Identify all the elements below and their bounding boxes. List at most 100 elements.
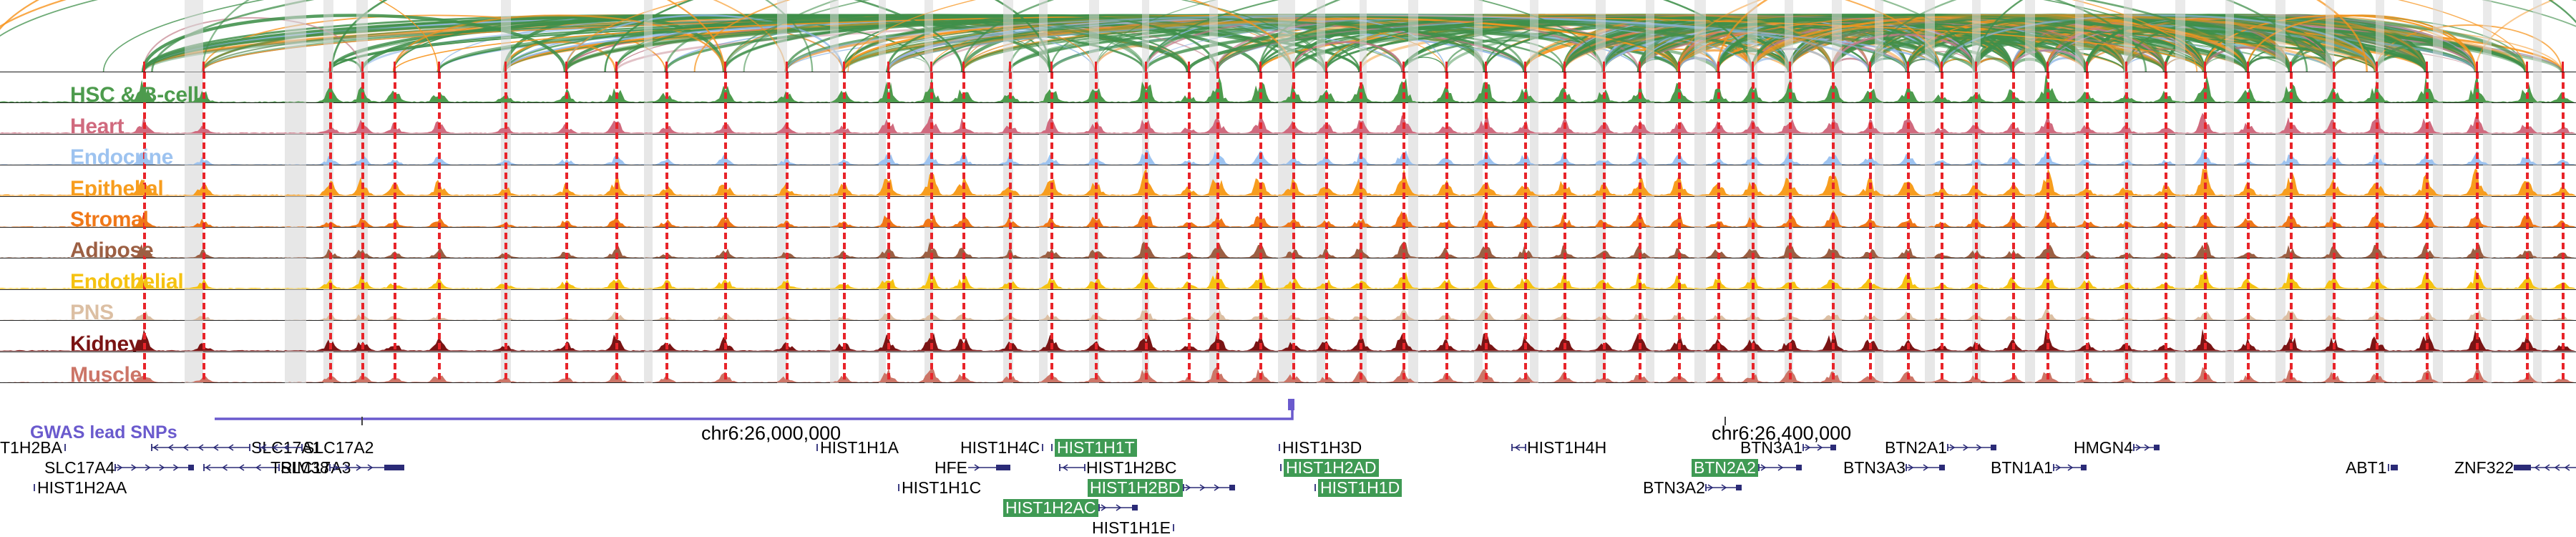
gene-annotation[interactable]: BTN2A2 — [1692, 458, 1802, 477]
signal-track-endocrine[interactable]: Endocrine — [0, 134, 2576, 166]
highlight-band-arc — [356, 0, 368, 72]
highlight-band-arc — [323, 0, 333, 72]
gene-annotation[interactable]: HIST1H3D — [1277, 438, 1362, 457]
highlight-band-arc — [1875, 0, 1883, 72]
snp-marker-tick — [615, 62, 618, 72]
highlight-band-arc — [2433, 0, 2443, 72]
gene-annotation[interactable]: HMGN4 — [2074, 438, 2160, 457]
gene-annotation[interactable]: TRIM38 — [270, 458, 404, 477]
snp-marker-tick — [565, 62, 567, 72]
gene-model-icon — [1278, 460, 1284, 475]
highlight-band-arc — [2175, 0, 2185, 72]
signal-profile — [0, 197, 2576, 227]
gene-label: SLC17A2 — [303, 438, 374, 457]
snp-marker-tick — [1095, 62, 1097, 72]
signal-track-adipose[interactable]: Adipose — [0, 227, 2576, 259]
signal-profile — [0, 352, 2576, 382]
gwas-lead-snp-connector — [215, 399, 1294, 420]
gene-label: HIST1H1C — [902, 478, 982, 497]
gene-annotation[interactable]: HIST1H2BD — [1088, 478, 1236, 497]
snp-marker-tick — [394, 62, 396, 72]
gene-annotation[interactable]: T1H2BA — [0, 438, 68, 457]
snp-marker-tick — [1360, 62, 1362, 72]
snp-marker-tick — [1869, 62, 1871, 72]
snp-marker-tick — [2562, 62, 2564, 72]
snp-marker-tick — [2247, 62, 2249, 72]
snp-marker-tick — [1789, 62, 1791, 72]
gene-label: HIST1H1E — [1092, 518, 1171, 537]
gene-model-icon — [1511, 440, 1527, 455]
signal-track-pns[interactable]: PNS — [0, 289, 2576, 321]
snp-marker-tick — [2012, 62, 2014, 72]
gene-annotation[interactable]: HIST1H1D — [1312, 478, 1402, 497]
gene-label: HIST1H1D — [1318, 478, 1402, 497]
signal-track-endothelial[interactable]: Endothelial — [0, 258, 2576, 290]
gene-model-icon — [814, 440, 820, 455]
signal-profile — [0, 290, 2576, 321]
snp-marker-tick — [361, 62, 364, 72]
signal-track-heart[interactable]: Heart — [0, 103, 2576, 135]
snp-marker-tick — [1678, 62, 1680, 72]
signal-track-epithelial[interactable]: Epithelial — [0, 165, 2576, 197]
gene-model-icon — [1802, 440, 1837, 455]
gene-annotation[interactable]: BTN3A1 — [1740, 438, 1837, 457]
gene-model-icon — [151, 440, 251, 455]
gene-label: ZNF322 — [2454, 458, 2514, 477]
gene-annotation[interactable]: HIST1H1E — [1092, 518, 1176, 537]
gene-annotation[interactable]: SLC17A4 — [44, 458, 195, 477]
gene-model-icon — [1171, 521, 1176, 535]
gene-annotation[interactable]: BTN1A1 — [1991, 458, 2087, 477]
snp-marker-tick — [2290, 62, 2292, 72]
highlight-band-arc — [2326, 0, 2334, 72]
snp-marker-tick — [438, 62, 440, 72]
gene-annotation[interactable]: HIST1H2AC — [1003, 498, 1138, 517]
gene-annotation[interactable]: HIST1H1T — [1049, 438, 1137, 457]
gene-model-icon — [1277, 440, 1282, 455]
gene-model-icon — [2133, 440, 2160, 455]
snp-marker-tick — [1292, 62, 1294, 72]
gene-annotation[interactable]: HIST1H4H — [1511, 438, 1606, 457]
gene-annotation[interactable]: HFE — [935, 458, 1010, 477]
gene-annotation[interactable]: SLC17A3 — [203, 458, 351, 477]
gene-annotation[interactable]: BTN2A1 — [1885, 438, 1997, 457]
signal-profile — [0, 228, 2576, 258]
snp-marker-tick — [2376, 62, 2378, 72]
highlight-band-arc — [2483, 0, 2492, 72]
gene-label: HIST1H2BD — [1088, 478, 1183, 497]
highlight-band-arc — [1003, 0, 1013, 72]
gene-annotation[interactable]: BTN3A2 — [1643, 478, 1742, 497]
highlight-band-arc — [1039, 0, 1048, 72]
gene-annotation[interactable]: ZNF322 — [2454, 458, 2576, 477]
highlight-band-arc — [2124, 0, 2132, 72]
gene-model-icon — [31, 480, 37, 495]
highlight-band-arc — [1360, 0, 1367, 72]
highlight-band-arc — [2376, 0, 2384, 72]
gene-annotation[interactable]: SLC17A2 — [259, 438, 374, 457]
signal-track-stromal[interactable]: Stromal — [0, 196, 2576, 228]
highlight-band-arc — [1694, 0, 1706, 72]
signal-track-hsc-b-cell[interactable]: HSC & B-cell — [0, 72, 2576, 104]
snp-marker-tick — [1717, 62, 1719, 72]
gene-annotation[interactable]: HIST1H1A — [814, 438, 899, 457]
locus-left-label: chr6:26,000,000 — [701, 422, 841, 444]
gene-label: HFE — [935, 458, 967, 477]
highlight-band-arc — [1278, 0, 1295, 72]
gene-annotation[interactable]: HIST1H1C — [896, 478, 981, 497]
signal-track-kidney[interactable]: Kidney — [0, 321, 2576, 352]
snp-marker-tick — [1050, 62, 1053, 72]
snp-marker-tick — [1188, 62, 1190, 72]
snp-marker-tick — [1907, 62, 1909, 72]
gene-annotation[interactable]: HIST1H2BC — [1059, 458, 1177, 477]
gene-annotation[interactable]: HIST1H2AD — [1278, 458, 1379, 477]
snp-marker-tick — [1009, 62, 1011, 72]
signal-track-muscle[interactable]: Muscle — [0, 352, 2576, 383]
gene-annotation[interactable]: HIST1H2AA — [31, 478, 127, 497]
snp-marker-tick — [843, 62, 845, 72]
gene-annotation[interactable]: BTN3A3 — [1843, 458, 1946, 477]
gene-model-icon — [114, 460, 195, 475]
gene-annotation[interactable]: ABT1 — [2346, 458, 2400, 477]
gene-label: HIST1H4H — [1527, 438, 1607, 457]
gene-annotation[interactable]: HIST1H4C — [960, 438, 1045, 457]
gene-label: BTN1A1 — [1991, 458, 2053, 477]
